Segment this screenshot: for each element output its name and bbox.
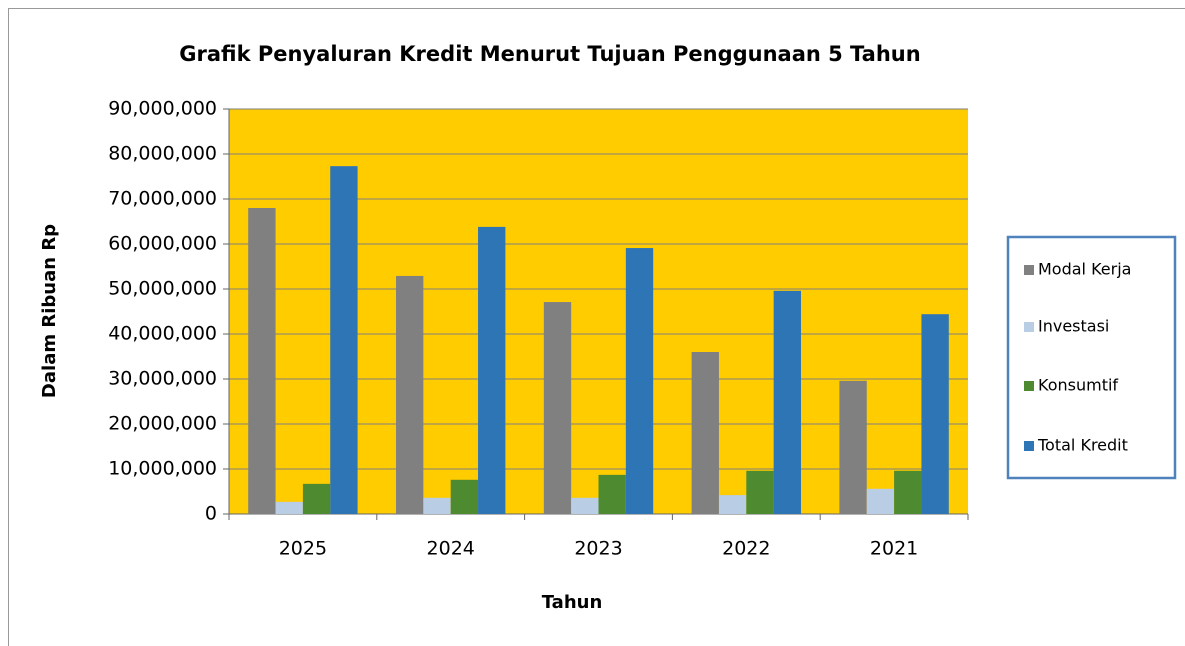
bar xyxy=(625,248,654,515)
legend-swatch xyxy=(1024,381,1034,391)
y-tick-label: 40,000,000 xyxy=(108,323,217,345)
bar xyxy=(773,290,801,514)
bar xyxy=(571,497,599,514)
x-tick-label: 2025 xyxy=(279,538,327,560)
bar xyxy=(275,501,303,514)
legend-label: Total Kredit xyxy=(1037,436,1128,455)
bar xyxy=(921,314,949,514)
x-tick-label: 2023 xyxy=(574,538,622,560)
y-axis-title: Dalam Ribuan Rp xyxy=(39,224,60,398)
y-tick-label: 60,000,000 xyxy=(108,233,217,255)
legend-label: Modal Kerja xyxy=(1038,260,1131,279)
legend-swatch xyxy=(1024,322,1034,332)
bar xyxy=(302,483,331,514)
y-tick-label: 0 xyxy=(205,503,217,525)
bar xyxy=(478,226,506,514)
y-tick-label: 20,000,000 xyxy=(108,413,217,435)
y-tick-label: 80,000,000 xyxy=(108,143,217,165)
bar xyxy=(423,497,451,514)
x-tick-label: 2021 xyxy=(870,538,918,560)
legend-swatch xyxy=(1024,265,1034,275)
bar xyxy=(543,302,572,514)
x-tick-label: 2022 xyxy=(722,538,770,560)
bar xyxy=(248,208,276,514)
bar xyxy=(718,495,747,514)
x-axis-title: Tahun xyxy=(542,592,603,613)
chart-title: Grafik Penyaluran Kredit Menurut Tujuan … xyxy=(179,42,920,66)
bar xyxy=(450,479,479,514)
x-tick-label: 2024 xyxy=(427,538,475,560)
y-tick-label: 70,000,000 xyxy=(108,188,217,210)
y-tick-label: 90,000,000 xyxy=(108,98,217,120)
bar xyxy=(746,470,774,514)
bar xyxy=(691,352,719,514)
legend-box xyxy=(1006,235,1177,480)
bar xyxy=(598,474,626,514)
bar xyxy=(839,380,867,514)
bar xyxy=(866,488,895,514)
y-tick-label: 30,000,000 xyxy=(108,368,217,390)
y-tick-label: 50,000,000 xyxy=(108,278,217,300)
bar xyxy=(396,275,424,514)
legend-swatch xyxy=(1024,441,1034,451)
bar xyxy=(330,166,358,514)
bar xyxy=(894,470,922,514)
y-tick-label: 10,000,000 xyxy=(108,458,217,480)
legend-label: Investasi xyxy=(1038,317,1109,336)
legend-label: Konsumtif xyxy=(1038,376,1118,395)
